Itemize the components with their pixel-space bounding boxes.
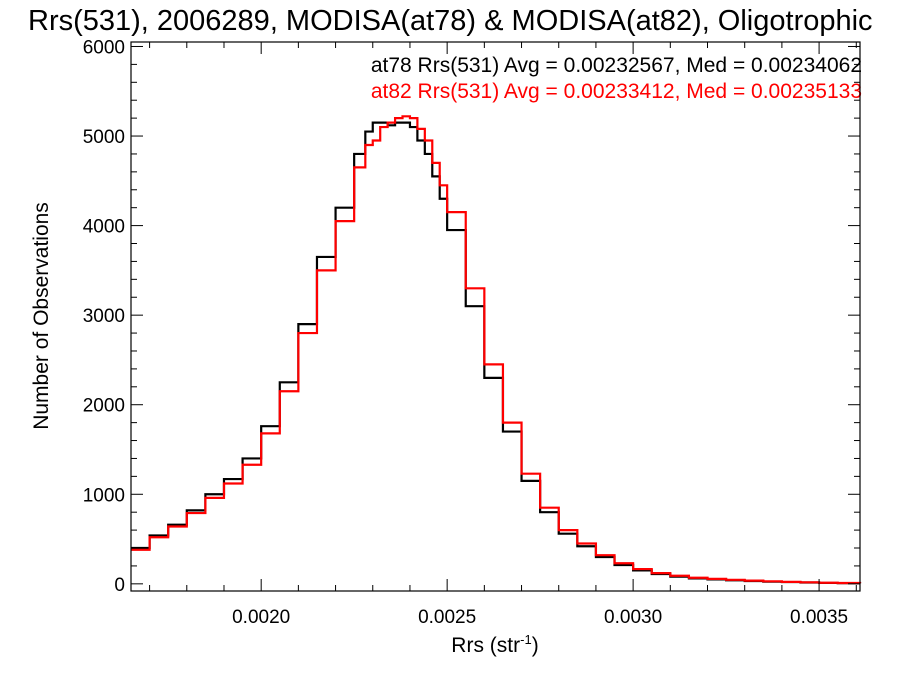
y-tick-label: 6000	[83, 37, 125, 58]
legend-entry-at82: at82 Rrs(531) Avg = 0.00233412, Med = 0.…	[371, 80, 862, 103]
y-tick-label: 5000	[83, 127, 125, 148]
series-at82-line	[131, 115, 862, 585]
y-tick-label: 1000	[83, 485, 125, 506]
y-tick-label: 0	[114, 575, 125, 596]
y-tick-label: 4000	[83, 217, 125, 238]
y-tick-label: 2000	[83, 396, 125, 417]
x-tick-label: 0.0020	[232, 607, 290, 628]
x-axis-label: Rrs (str-1)	[451, 632, 538, 657]
y-tick-label: 3000	[83, 306, 125, 327]
legend: at78 Rrs(531) Avg = 0.00232567, Med = 0.…	[371, 54, 862, 103]
legend-entry-at78: at78 Rrs(531) Avg = 0.00232567, Med = 0.…	[371, 54, 862, 77]
series-layer	[131, 115, 862, 585]
x-tick-label: 0.0030	[604, 607, 662, 628]
x-tick-label: 0.0025	[418, 607, 476, 628]
x-tick-label: 0.0035	[790, 607, 848, 628]
ticks-layer: 0.0020 0.0025 0.0030 0.0035 0 1000 2000 3000 400…	[83, 37, 860, 628]
chart-title: Rrs(531), 2006289, MODISA(at78) & MODISA…	[28, 5, 873, 37]
y-axis-label: Number of Observations	[30, 202, 53, 430]
plot-frame	[130, 41, 861, 592]
series-at78-line	[131, 121, 862, 585]
